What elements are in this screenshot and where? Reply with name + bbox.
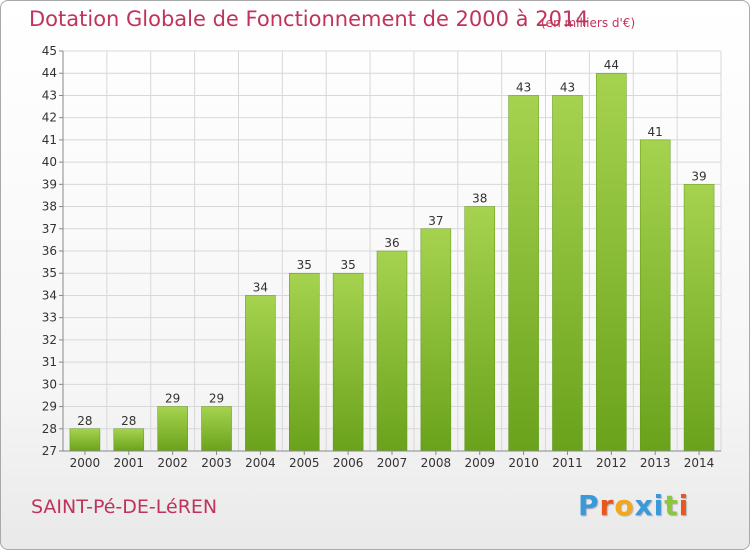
- x-tick-label: 2012: [596, 456, 627, 470]
- brand-letter: i: [678, 489, 690, 522]
- y-tick-label: 44: [42, 66, 57, 80]
- chart-unit-note: (en milliers d'€): [541, 16, 636, 30]
- y-tick-label: 40: [42, 155, 57, 169]
- x-tick-label: 2003: [201, 456, 232, 470]
- y-tick-label: 31: [42, 355, 57, 369]
- bar: [201, 406, 232, 452]
- y-tick-label: 37: [42, 222, 57, 236]
- bar: [289, 272, 320, 452]
- y-tick-label: 32: [42, 333, 57, 347]
- x-tick-label: 2000: [70, 456, 101, 470]
- x-tick-label: 2006: [333, 456, 364, 470]
- y-tick-label: 43: [42, 88, 57, 102]
- bar: [508, 95, 539, 452]
- x-tick-label: 2007: [377, 456, 408, 470]
- bar: [420, 228, 452, 452]
- y-tick-label: 45: [42, 44, 57, 58]
- y-tick-label: 41: [42, 133, 57, 147]
- data-label: 39: [691, 169, 706, 183]
- brand-letter: x: [634, 489, 654, 522]
- brand-letter: i: [653, 489, 665, 522]
- bar: [113, 428, 145, 452]
- x-tick-label: 2004: [245, 456, 276, 470]
- x-tick-label: 2011: [552, 456, 583, 470]
- bar: [683, 184, 715, 452]
- brand-letter: P: [578, 489, 600, 522]
- chart-title: Dotation Globale de Fonctionnement de 20…: [29, 7, 589, 31]
- x-tick-label: 2013: [640, 456, 671, 470]
- x-tick-label: 2010: [508, 456, 539, 470]
- data-label: 28: [121, 414, 136, 428]
- bar: [639, 139, 671, 452]
- data-label: 34: [253, 280, 268, 294]
- x-tick-label: 2014: [684, 456, 715, 470]
- data-label: 37: [428, 214, 443, 228]
- brand-letter: o: [614, 489, 635, 522]
- data-label: 35: [340, 258, 355, 272]
- data-label: 38: [472, 192, 487, 206]
- x-tick-label: 2005: [289, 456, 320, 470]
- y-tick-label: 39: [42, 177, 57, 191]
- x-tick-label: 2001: [114, 456, 145, 470]
- bar: [157, 406, 188, 452]
- bars: 28 28 29 29 34 35 35 36 37 38 43 43 44 41 39: [69, 58, 715, 452]
- data-label: 29: [165, 392, 180, 406]
- data-label: 29: [209, 392, 224, 406]
- data-label: 43: [560, 80, 575, 94]
- y-tick-label: 30: [42, 377, 57, 391]
- proxiti-logo: Proxiti: [578, 489, 689, 522]
- x-tick-label: 2008: [421, 456, 452, 470]
- bar: [69, 428, 101, 452]
- brand-letter: r: [599, 489, 615, 522]
- y-tick-label: 29: [42, 400, 57, 414]
- y-tick-label: 38: [42, 200, 57, 214]
- y-tick-label: 36: [42, 244, 57, 258]
- y-tick-label: 34: [42, 288, 57, 302]
- x-tick-label: 2009: [464, 456, 495, 470]
- commune-name: SAINT-Pé-DE-LéREN: [31, 496, 218, 518]
- data-label: 36: [384, 236, 399, 250]
- y-tick-label: 28: [42, 422, 57, 436]
- data-label: 41: [648, 125, 663, 139]
- x-tick-label: 2002: [157, 456, 188, 470]
- data-label: 44: [604, 58, 619, 72]
- y-tick-label: 42: [42, 111, 57, 125]
- data-label: 28: [77, 414, 92, 428]
- y-tick-label: 33: [42, 311, 57, 325]
- y-tick-label: 35: [42, 266, 57, 280]
- y-tick-label: 27: [42, 444, 57, 458]
- bar: [596, 72, 627, 452]
- bar: [332, 272, 364, 452]
- data-label: 35: [297, 258, 312, 272]
- bar: [245, 295, 276, 452]
- data-label: 43: [516, 80, 531, 94]
- bar: [552, 95, 583, 452]
- axes: 27 28 29 30 31 32 33 34 35 36 37 38 39 40 41 42 43 44 45 20…: [42, 44, 721, 470]
- bar: [376, 250, 408, 452]
- bar: [464, 206, 495, 452]
- brand-letter: t: [664, 489, 679, 522]
